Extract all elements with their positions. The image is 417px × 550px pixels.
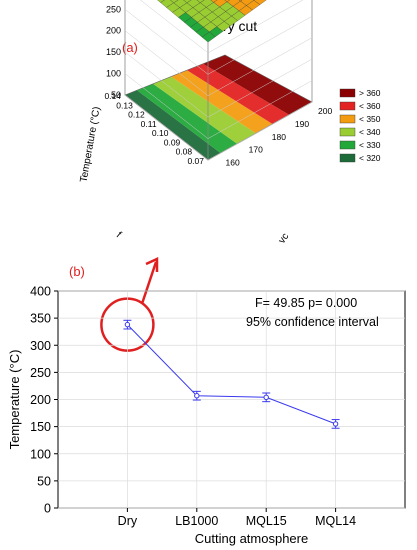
surface-cell <box>224 0 230 2</box>
z-tick-label: 100 <box>106 69 121 79</box>
surface-cell <box>238 0 243 2</box>
vc-tick-label: 200 <box>318 106 332 116</box>
panel-a-label: (a) <box>122 40 138 55</box>
surface-cell <box>253 0 267 5</box>
legend-label: < 330 <box>359 140 381 150</box>
vc-tick-label: 160 <box>226 158 240 168</box>
y-tick-label: 100 <box>30 447 51 461</box>
f-tick-label: 0.11 <box>141 119 157 129</box>
legend-swatch <box>339 153 356 163</box>
f-tick-label: 0.08 <box>176 147 193 157</box>
y-tick-label: 250 <box>30 366 51 380</box>
f-tick-label: 0.14 <box>104 91 121 101</box>
x-tick-label: LB1000 <box>175 514 218 528</box>
band-lt330 <box>137 83 238 153</box>
f-tick-label: 0.09 <box>164 137 181 147</box>
band-lt350 <box>171 70 273 134</box>
y-axis-ticks: 0 50 100 150 200 250 300 350 400 <box>30 285 58 516</box>
gridline <box>140 0 304 54</box>
x-axis-ticks: Dry LB1000 MQL15 MQL14 <box>118 508 356 528</box>
legend-swatch <box>339 140 356 150</box>
y-tick-label: 50 <box>37 474 51 488</box>
gridline <box>124 30 313 96</box>
surface-cell <box>183 0 192 3</box>
band-gt360 <box>203 55 312 115</box>
surface-cell <box>170 0 179 3</box>
confidence-annotation: 95% confidence interval <box>246 315 379 329</box>
vc-tick-label: 170 <box>249 145 263 155</box>
legend-label: < 360 <box>359 101 381 111</box>
gridline <box>124 9 313 75</box>
legend-swatch <box>339 88 356 98</box>
grid <box>58 290 405 509</box>
y-tick-label: 300 <box>30 339 51 353</box>
band-lt340 <box>153 76 256 144</box>
y-tick-label: 0 <box>44 502 51 516</box>
line-chart: 0 50 100 150 200 250 300 350 400 Dry LB1000 MQL15 M… <box>7 285 406 546</box>
z-tick-label: 150 <box>106 47 121 57</box>
f-tick-label: 0.13 <box>116 100 133 110</box>
series-line <box>127 324 336 425</box>
f-tick-label: 0.10 <box>152 128 169 138</box>
y-tick-label: 150 <box>30 420 51 434</box>
band-lt320 <box>125 90 221 160</box>
z-tick-label: 250 <box>106 4 121 14</box>
legend-label: > 360 <box>359 88 381 98</box>
band-lt360 <box>187 63 290 124</box>
panel-b-label: (b) <box>69 264 85 279</box>
f-tick-label: 0.12 <box>128 110 145 120</box>
surface-chart: 501001502002503003504000.070.080.090.100… <box>78 0 381 246</box>
y-axis-label: Temperature (°C) <box>7 350 22 450</box>
highlight-callout <box>100 257 159 352</box>
x-axis-label: Cutting atmosphere <box>195 531 308 546</box>
legend-swatch <box>339 114 356 124</box>
legend-label: < 320 <box>359 153 381 163</box>
contour-plane <box>124 54 313 161</box>
legend-label: < 350 <box>359 114 381 124</box>
data-point <box>194 393 200 399</box>
surface-axis-ticks: 501001502002503003504000.070.080.090.100… <box>104 4 332 168</box>
y-tick-label: 400 <box>30 285 51 299</box>
data-point <box>124 321 131 328</box>
data-point <box>332 421 339 427</box>
surface-legend: > 360 < 360 < 350 < 340 < 330 < 320 <box>339 88 381 163</box>
f-axis-label: f <box>114 230 123 240</box>
gridline <box>124 73 313 139</box>
surface-cell <box>157 0 165 3</box>
data-point <box>263 394 269 401</box>
z-tick-label: 200 <box>106 26 121 36</box>
legend-label: < 340 <box>359 127 381 137</box>
callout-arrow <box>141 261 158 304</box>
z-tick-label: 50 <box>111 90 121 100</box>
surface-cell <box>210 0 218 3</box>
vc-axis-label: vc <box>277 231 292 246</box>
stats-annotation: F= 49.85 p= 0.000 <box>255 296 357 310</box>
y-tick-label: 350 <box>30 312 51 326</box>
x-tick-label: MQL15 <box>246 514 287 528</box>
vc-tick-label: 190 <box>295 119 309 129</box>
gridline <box>124 51 313 118</box>
gridline <box>124 94 313 161</box>
z-axis-label: Temperature (°C) <box>78 106 102 184</box>
arrow-head <box>145 257 159 272</box>
x-tick-label: MQL14 <box>315 514 356 528</box>
temperature-surface <box>157 0 267 43</box>
surface-cell <box>196 0 205 3</box>
series <box>123 319 340 429</box>
legend-swatch <box>339 127 356 137</box>
y-tick-label: 200 <box>30 393 51 407</box>
legend-swatch <box>339 101 356 111</box>
f-tick-label: 0.07 <box>187 156 204 166</box>
vc-tick-label: 180 <box>272 132 286 142</box>
x-tick-label: Dry <box>118 514 138 528</box>
